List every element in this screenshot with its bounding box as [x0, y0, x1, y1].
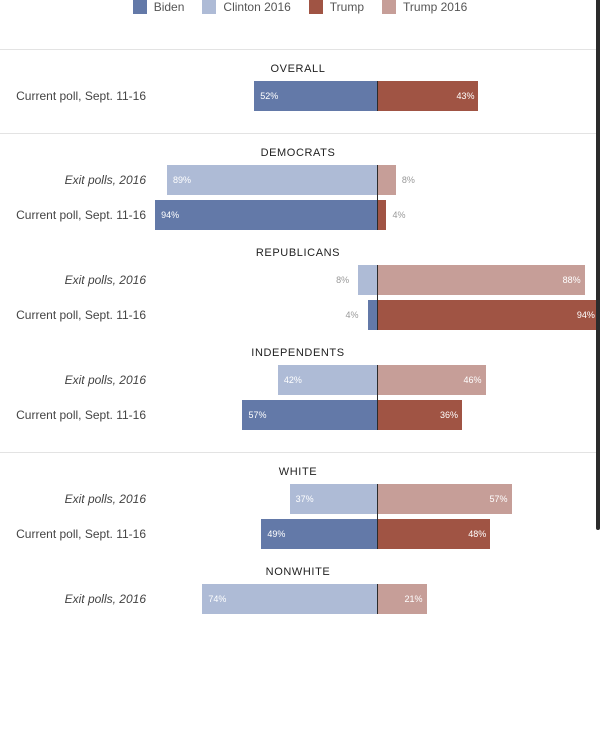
bar-value-rep: 88%	[562, 275, 581, 285]
bar-rep	[377, 300, 599, 330]
center-axis	[377, 584, 378, 614]
section-divider	[0, 133, 596, 134]
bar-rep	[377, 584, 427, 614]
group-title: INDEPENDENTS	[251, 347, 345, 359]
legend-item: Clinton 2016	[202, 0, 291, 14]
bar-rep	[377, 484, 512, 514]
row-label: Current poll, Sept. 11-16	[16, 408, 146, 422]
legend-label: Trump 2016	[403, 0, 468, 14]
bar-rep	[377, 200, 387, 230]
bar-dem	[277, 365, 377, 395]
bar-rep	[377, 519, 491, 549]
bar-value-rep: 21%	[404, 594, 423, 604]
legend-item: Trump 2016	[382, 0, 467, 14]
legend-swatch	[202, 0, 217, 14]
group-title: REPUBLICANS	[255, 247, 341, 259]
legend-label: Clinton 2016	[223, 0, 291, 14]
bar-value-dem: 57%	[248, 410, 267, 420]
bar-value-dem: 8%	[336, 275, 350, 285]
vertical-scrollbar[interactable]	[596, 0, 600, 530]
row-label: Exit polls, 2016	[64, 273, 146, 287]
bar-value-dem: 49%	[267, 529, 286, 539]
group-title: WHITE	[278, 466, 318, 478]
row-label: Exit polls, 2016	[64, 173, 146, 187]
bar-dem	[155, 200, 377, 230]
legend-swatch	[132, 0, 147, 14]
group-title: DEMOCRATS	[260, 147, 336, 159]
group-title: OVERALL	[270, 63, 326, 75]
bar-rep	[377, 165, 396, 195]
bar-value-dem: 42%	[283, 375, 302, 385]
center-axis	[377, 81, 378, 111]
bar-value-rep: 46%	[463, 375, 482, 385]
bar-value-dem: 37%	[295, 494, 314, 504]
bar-value-dem: 52%	[260, 91, 279, 101]
row-label: Exit polls, 2016	[64, 492, 146, 506]
bar-dem	[261, 519, 377, 549]
bar-value-rep: 48%	[468, 529, 487, 539]
bar-value-rep: 94%	[576, 310, 595, 320]
bar-value-dem: 74%	[208, 594, 227, 604]
row-label: Exit polls, 2016	[64, 592, 146, 606]
bar-rep	[377, 400, 462, 430]
row-label: Current poll, Sept. 11-16	[16, 527, 146, 541]
legend-swatch	[308, 0, 323, 14]
bar-dem	[202, 584, 377, 614]
bar-rep	[377, 365, 486, 395]
bar-value-rep: 8%	[401, 175, 415, 185]
row-label: Exit polls, 2016	[64, 373, 146, 387]
bar-dem	[254, 81, 377, 111]
row-label: Current poll, Sept. 11-16	[16, 308, 146, 322]
section-divider	[0, 452, 596, 453]
legend-swatch	[382, 0, 397, 14]
bar-value-rep: 57%	[489, 494, 508, 504]
bar-value-rep: 4%	[392, 210, 406, 220]
bar-value-dem: 94%	[161, 210, 180, 220]
bar-value-rep: 43%	[456, 91, 475, 101]
legend-item: Trump	[308, 0, 365, 14]
legend-label: Trump	[329, 0, 365, 14]
center-axis	[377, 165, 378, 230]
group-title: NONWHITE	[265, 566, 331, 578]
section-divider	[0, 49, 596, 50]
row-label: Current poll, Sept. 11-16	[16, 208, 146, 222]
bar-dem	[367, 300, 377, 330]
bar-value-dem: 4%	[345, 310, 359, 320]
legend-item: Biden	[132, 0, 185, 14]
bar-dem	[166, 165, 377, 195]
chart-legend: Biden Clinton 2016 Trump Trump 2016	[0, 0, 600, 16]
bar-value-rep: 36%	[439, 410, 458, 420]
center-axis	[377, 265, 378, 330]
legend-label: Biden	[153, 0, 185, 14]
center-axis	[377, 365, 378, 430]
bar-rep	[377, 265, 585, 295]
row-label: Current poll, Sept. 11-16	[16, 89, 146, 103]
center-axis	[377, 484, 378, 549]
bar-value-dem: 89%	[172, 175, 191, 185]
bar-rep	[377, 81, 479, 111]
bar-dem	[242, 400, 377, 430]
bar-dem	[358, 265, 377, 295]
bar-dem	[289, 484, 377, 514]
